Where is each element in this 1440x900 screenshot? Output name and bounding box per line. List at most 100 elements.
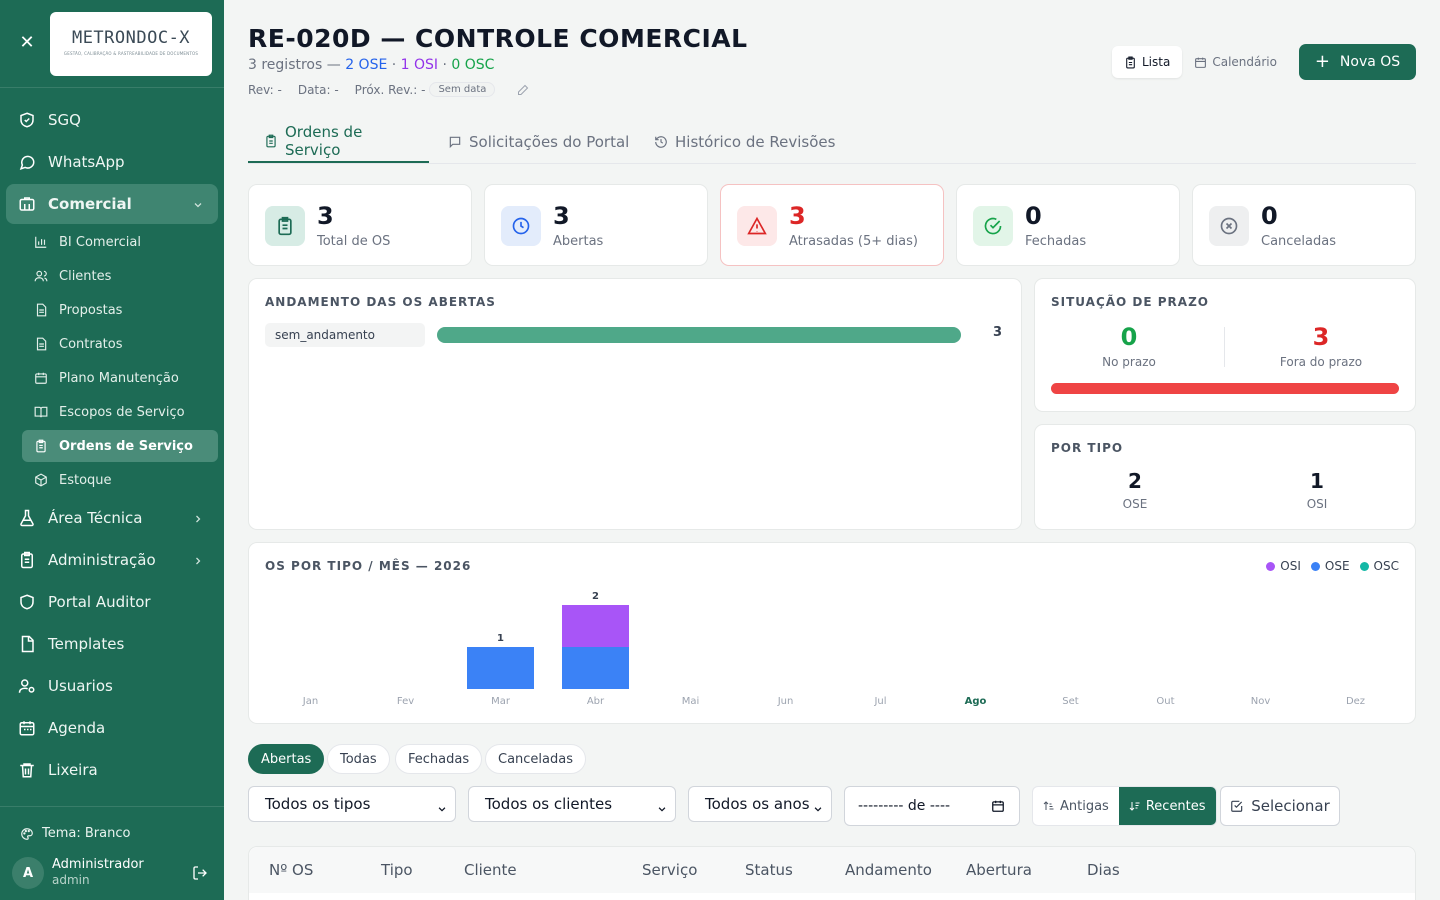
stat-label: Canceladas <box>1261 234 1336 249</box>
sidebar-item-administracao[interactable]: Administração <box>6 540 218 580</box>
column-header-servico[interactable]: Serviço <box>642 861 698 879</box>
tipo-select-value: Todos os tipos <box>265 795 371 813</box>
filter-fechadas[interactable]: Fechadas <box>395 744 483 774</box>
os-por-tipo-chart-card: Jan Fev 1 Mar 2 Abr Mai Jun Jul Ago Set Out Nov Dez O… <box>248 542 1416 724</box>
column-header-dias[interactable]: Dias <box>1087 861 1120 879</box>
sort-desc-icon <box>1129 800 1141 812</box>
chat-bubble-icon <box>18 153 36 171</box>
tick-label-mar: Mar <box>491 696 511 707</box>
new-os-button[interactable]: + Nova OS <box>1299 44 1416 80</box>
sidebar-item-templates[interactable]: Templates <box>6 624 218 664</box>
filter-todas[interactable]: Todas <box>327 744 390 774</box>
calendar-icon <box>1194 56 1207 69</box>
logout-icon[interactable] <box>192 865 208 881</box>
sidebar-subitem-estoque[interactable]: Estoque <box>22 464 218 496</box>
sidebar-subitem-propostas[interactable]: Propostas <box>22 294 218 326</box>
clipboard-icon <box>1124 56 1137 69</box>
tick-label-jul: Jul <box>873 696 886 707</box>
sidebar-subitem-clientes[interactable]: Clientes <box>22 260 218 292</box>
close-sidebar-icon[interactable]: ✕ <box>19 32 35 53</box>
sidebar-item-lixeira[interactable]: Lixeira <box>6 750 218 790</box>
filter-canceladas[interactable]: Canceladas <box>485 744 586 774</box>
sidebar-item-portal-auditor[interactable]: Portal Auditor <box>6 582 218 622</box>
stat-total[interactable]: 3 Total de OS <box>248 184 472 266</box>
stat-canceladas[interactable]: 0 Canceladas <box>1192 184 1416 266</box>
column-header-numero[interactable]: Nº OS <box>269 861 314 879</box>
tab-solicitacoes-portal[interactable]: Solicitações do Portal <box>432 120 645 163</box>
shield-icon <box>18 593 36 611</box>
column-header-cliente[interactable]: Cliente <box>464 861 517 879</box>
legend-label: OSE <box>1324 559 1350 573</box>
check-square-icon <box>1230 799 1244 813</box>
sidebar-subitem-bi-comercial[interactable]: BI Comercial <box>22 226 218 258</box>
card-title: POR TIPO <box>1051 441 1124 455</box>
ano-select[interactable]: Todos os anos <box>688 786 832 822</box>
pencil-icon[interactable] <box>517 84 529 96</box>
chevron-down-icon <box>813 800 823 812</box>
clock-icon <box>501 206 541 246</box>
sidebar-subitem-plano-manutencao[interactable]: Plano Manutenção <box>22 362 218 394</box>
theme-toggle[interactable]: Tema: Branco <box>20 826 130 841</box>
sidebar-item-usuarios[interactable]: Usuarios <box>6 666 218 706</box>
tipo-ose: 2 OSE <box>1085 469 1185 511</box>
bar-osi-abr[interactable] <box>562 605 629 647</box>
sidebar-subitem-escopos[interactable]: Escopos de Serviço <box>22 396 218 428</box>
legend-dot <box>1266 561 1276 571</box>
card-title: SITUAÇÃO DE PRAZO <box>1051 295 1209 309</box>
column-header-abertura[interactable]: Abertura <box>966 861 1032 879</box>
column-header-andamento[interactable]: Andamento <box>845 861 932 879</box>
cliente-select[interactable]: Todos os clientes <box>468 786 676 822</box>
sidebar-subitem-label: Escopos de Serviço <box>59 404 185 420</box>
tipo-select[interactable]: Todos os tipos <box>248 786 456 822</box>
osc-count: 0 OSC <box>451 57 495 73</box>
card-title: ANDAMENTO DAS OS ABERTAS <box>265 295 496 309</box>
sort-newest-button[interactable]: Recentes <box>1118 787 1216 825</box>
no-prazo-value: 0 <box>1120 323 1138 351</box>
bar-ose-abr[interactable] <box>562 647 629 689</box>
legend-item-osc: OSC <box>1359 559 1399 573</box>
message-square-icon <box>448 135 462 149</box>
rev-label: Rev: - <box>248 82 282 97</box>
chevron-down-icon <box>437 800 447 812</box>
stat-abertas[interactable]: 3 Abertas <box>484 184 708 266</box>
clipboard-list-icon <box>34 439 48 453</box>
legend-dot <box>1359 561 1369 571</box>
column-header-tipo[interactable]: Tipo <box>381 861 413 879</box>
calendar-icon[interactable] <box>991 799 1005 813</box>
bar-ose-mar[interactable] <box>467 647 534 689</box>
sidebar-subitem-label: Contratos <box>59 336 123 352</box>
sidebar-item-agenda[interactable]: Agenda <box>6 708 218 748</box>
no-prazo: 0 No prazo <box>1039 323 1219 369</box>
sidebar-item-sgq[interactable]: SGQ <box>6 100 218 140</box>
sidebar-subitem-contratos[interactable]: Contratos <box>22 328 218 360</box>
tab-ordens-servico[interactable]: Ordens de Serviço <box>248 120 429 163</box>
stat-value: 3 <box>789 202 806 230</box>
stat-value: 0 <box>1025 202 1042 230</box>
sidebar-item-comercial[interactable]: Comercial <box>6 184 218 224</box>
sidebar-subitem-ordens-servico[interactable]: Ordens de Serviço <box>22 430 218 462</box>
sidebar-item-label: Portal Auditor <box>48 593 151 611</box>
month-input[interactable]: --------- de ---- <box>844 786 1020 826</box>
stat-atrasadas[interactable]: 3 Atrasadas (5+ dias) <box>720 184 944 266</box>
sort-oldest-button[interactable]: Antigas <box>1033 787 1119 825</box>
tick-label-mai: Mai <box>682 696 700 707</box>
view-calendar-label: Calendário <box>1212 55 1277 69</box>
sidebar-item-area-tecnica[interactable]: Área Técnica <box>6 498 218 538</box>
view-calendar-button[interactable]: Calendário <box>1182 46 1289 78</box>
view-list-button[interactable]: Lista <box>1112 46 1183 78</box>
select-button[interactable]: Selecionar <box>1220 786 1340 826</box>
chevron-right-icon <box>192 511 204 523</box>
tipo-label: OSE <box>1122 497 1148 511</box>
data-label-abr: 2 <box>592 591 599 602</box>
logo-wordmark: METRONDOC-X <box>71 28 191 48</box>
avatar[interactable]: A <box>12 857 44 889</box>
sort-oldest-label: Antigas <box>1060 798 1109 814</box>
legend-item-osi: OSI <box>1266 559 1301 573</box>
box-icon <box>34 473 48 487</box>
clipboard-icon <box>264 134 278 148</box>
tab-historico-revisoes[interactable]: Histórico de Revisões <box>638 120 851 163</box>
sidebar-item-whatsapp[interactable]: WhatsApp <box>6 142 218 182</box>
stat-fechadas[interactable]: 0 Fechadas <box>956 184 1180 266</box>
filter-abertas[interactable]: Abertas <box>248 744 325 774</box>
column-header-status[interactable]: Status <box>745 861 793 879</box>
